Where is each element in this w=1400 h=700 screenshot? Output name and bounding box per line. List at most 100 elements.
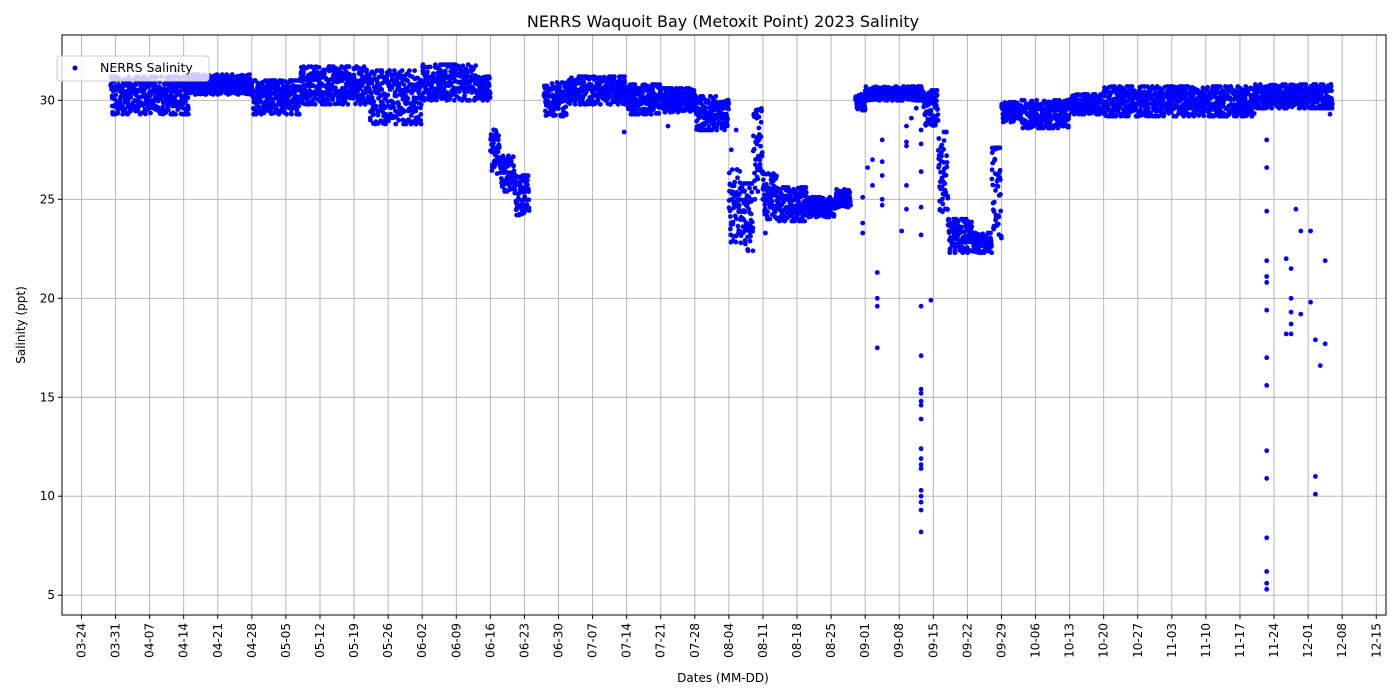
- data-point: [598, 101, 603, 107]
- data-point: [934, 98, 939, 104]
- data-point: [370, 112, 376, 118]
- data-point: [401, 108, 407, 114]
- data-point: [946, 216, 952, 222]
- data-point: [943, 172, 949, 178]
- data-point: [750, 225, 756, 231]
- data-point: [383, 121, 388, 127]
- data-point: [939, 142, 945, 148]
- data-point: [1102, 93, 1108, 99]
- data-point: [368, 117, 373, 123]
- data-point: [755, 176, 761, 182]
- data-point: [935, 107, 940, 112]
- data-point: [296, 103, 302, 109]
- data-point: [556, 106, 561, 111]
- data-point: [758, 119, 764, 125]
- data-point: [725, 116, 730, 122]
- data-point: [796, 199, 801, 204]
- data-point: [969, 224, 975, 229]
- data-point: [736, 202, 742, 208]
- data-point: [934, 88, 940, 93]
- data-point: [656, 111, 662, 116]
- data-point: [943, 129, 949, 135]
- data-point: [998, 208, 1004, 214]
- data-point: [148, 110, 153, 116]
- data-point: [947, 246, 953, 252]
- data-point: [247, 72, 252, 77]
- data-point: [346, 64, 352, 70]
- data-point: [512, 187, 518, 193]
- data-point: [396, 117, 402, 123]
- data-point: [525, 178, 530, 183]
- data-point: [113, 92, 119, 98]
- data-point: [992, 156, 998, 162]
- data-point: [848, 202, 853, 208]
- data-point: [185, 105, 191, 110]
- data-point: [185, 95, 191, 101]
- data-point: [186, 111, 191, 117]
- data-point: [414, 105, 419, 111]
- data-point: [379, 68, 385, 73]
- data-point: [487, 90, 493, 96]
- data-point: [510, 154, 516, 160]
- data-point: [399, 68, 405, 73]
- chart-title: NERRS Waquoit Bay (Metoxit Point) 2023 S…: [527, 12, 919, 31]
- data-point: [761, 177, 766, 183]
- data-point: [737, 168, 743, 174]
- data-point: [941, 147, 946, 152]
- data-point: [726, 101, 732, 107]
- data-point: [300, 95, 306, 101]
- data-point: [991, 199, 997, 205]
- data-point: [163, 90, 169, 95]
- data-point: [391, 105, 397, 110]
- data-point: [733, 216, 739, 222]
- data-point: [803, 190, 809, 195]
- data-point: [989, 176, 995, 182]
- data-point: [759, 150, 765, 155]
- data-point: [989, 167, 995, 173]
- data-point: [261, 110, 267, 116]
- data-point: [365, 94, 371, 100]
- data-point: [622, 80, 627, 86]
- data-point: [730, 219, 736, 225]
- data-point: [328, 101, 333, 107]
- data-point: [995, 221, 1001, 227]
- data-point: [942, 181, 948, 186]
- data-point: [998, 192, 1003, 197]
- data-point: [999, 235, 1004, 241]
- data-point: [553, 112, 558, 118]
- data-point: [703, 105, 708, 110]
- data-point: [802, 218, 808, 224]
- data-point: [1066, 123, 1071, 129]
- data-point: [751, 146, 757, 152]
- data-point: [389, 83, 395, 88]
- data-point: [183, 99, 188, 104]
- data-point: [743, 241, 748, 247]
- data-point: [742, 209, 748, 215]
- data-point: [473, 63, 478, 68]
- data-point: [622, 74, 627, 79]
- data-point: [333, 85, 338, 91]
- data-point: [298, 84, 303, 90]
- data-point: [935, 112, 941, 117]
- data-point: [415, 95, 421, 101]
- data-point: [944, 164, 950, 170]
- data-point: [247, 77, 253, 82]
- data-point: [989, 250, 995, 256]
- data-point: [173, 111, 179, 117]
- data-point: [847, 190, 853, 196]
- data-point: [386, 80, 392, 86]
- data-point: [993, 188, 998, 193]
- data-point: [487, 75, 492, 81]
- data-point: [427, 64, 433, 70]
- data-point: [935, 118, 941, 123]
- data-point: [371, 99, 377, 105]
- data-point: [997, 145, 1003, 151]
- data-point: [563, 104, 569, 110]
- data-point: [372, 71, 377, 77]
- data-point: [749, 219, 755, 225]
- data-point: [752, 196, 758, 202]
- data-point: [990, 182, 996, 188]
- data-point: [728, 214, 733, 219]
- data-point: [368, 91, 374, 96]
- data-point: [486, 83, 492, 88]
